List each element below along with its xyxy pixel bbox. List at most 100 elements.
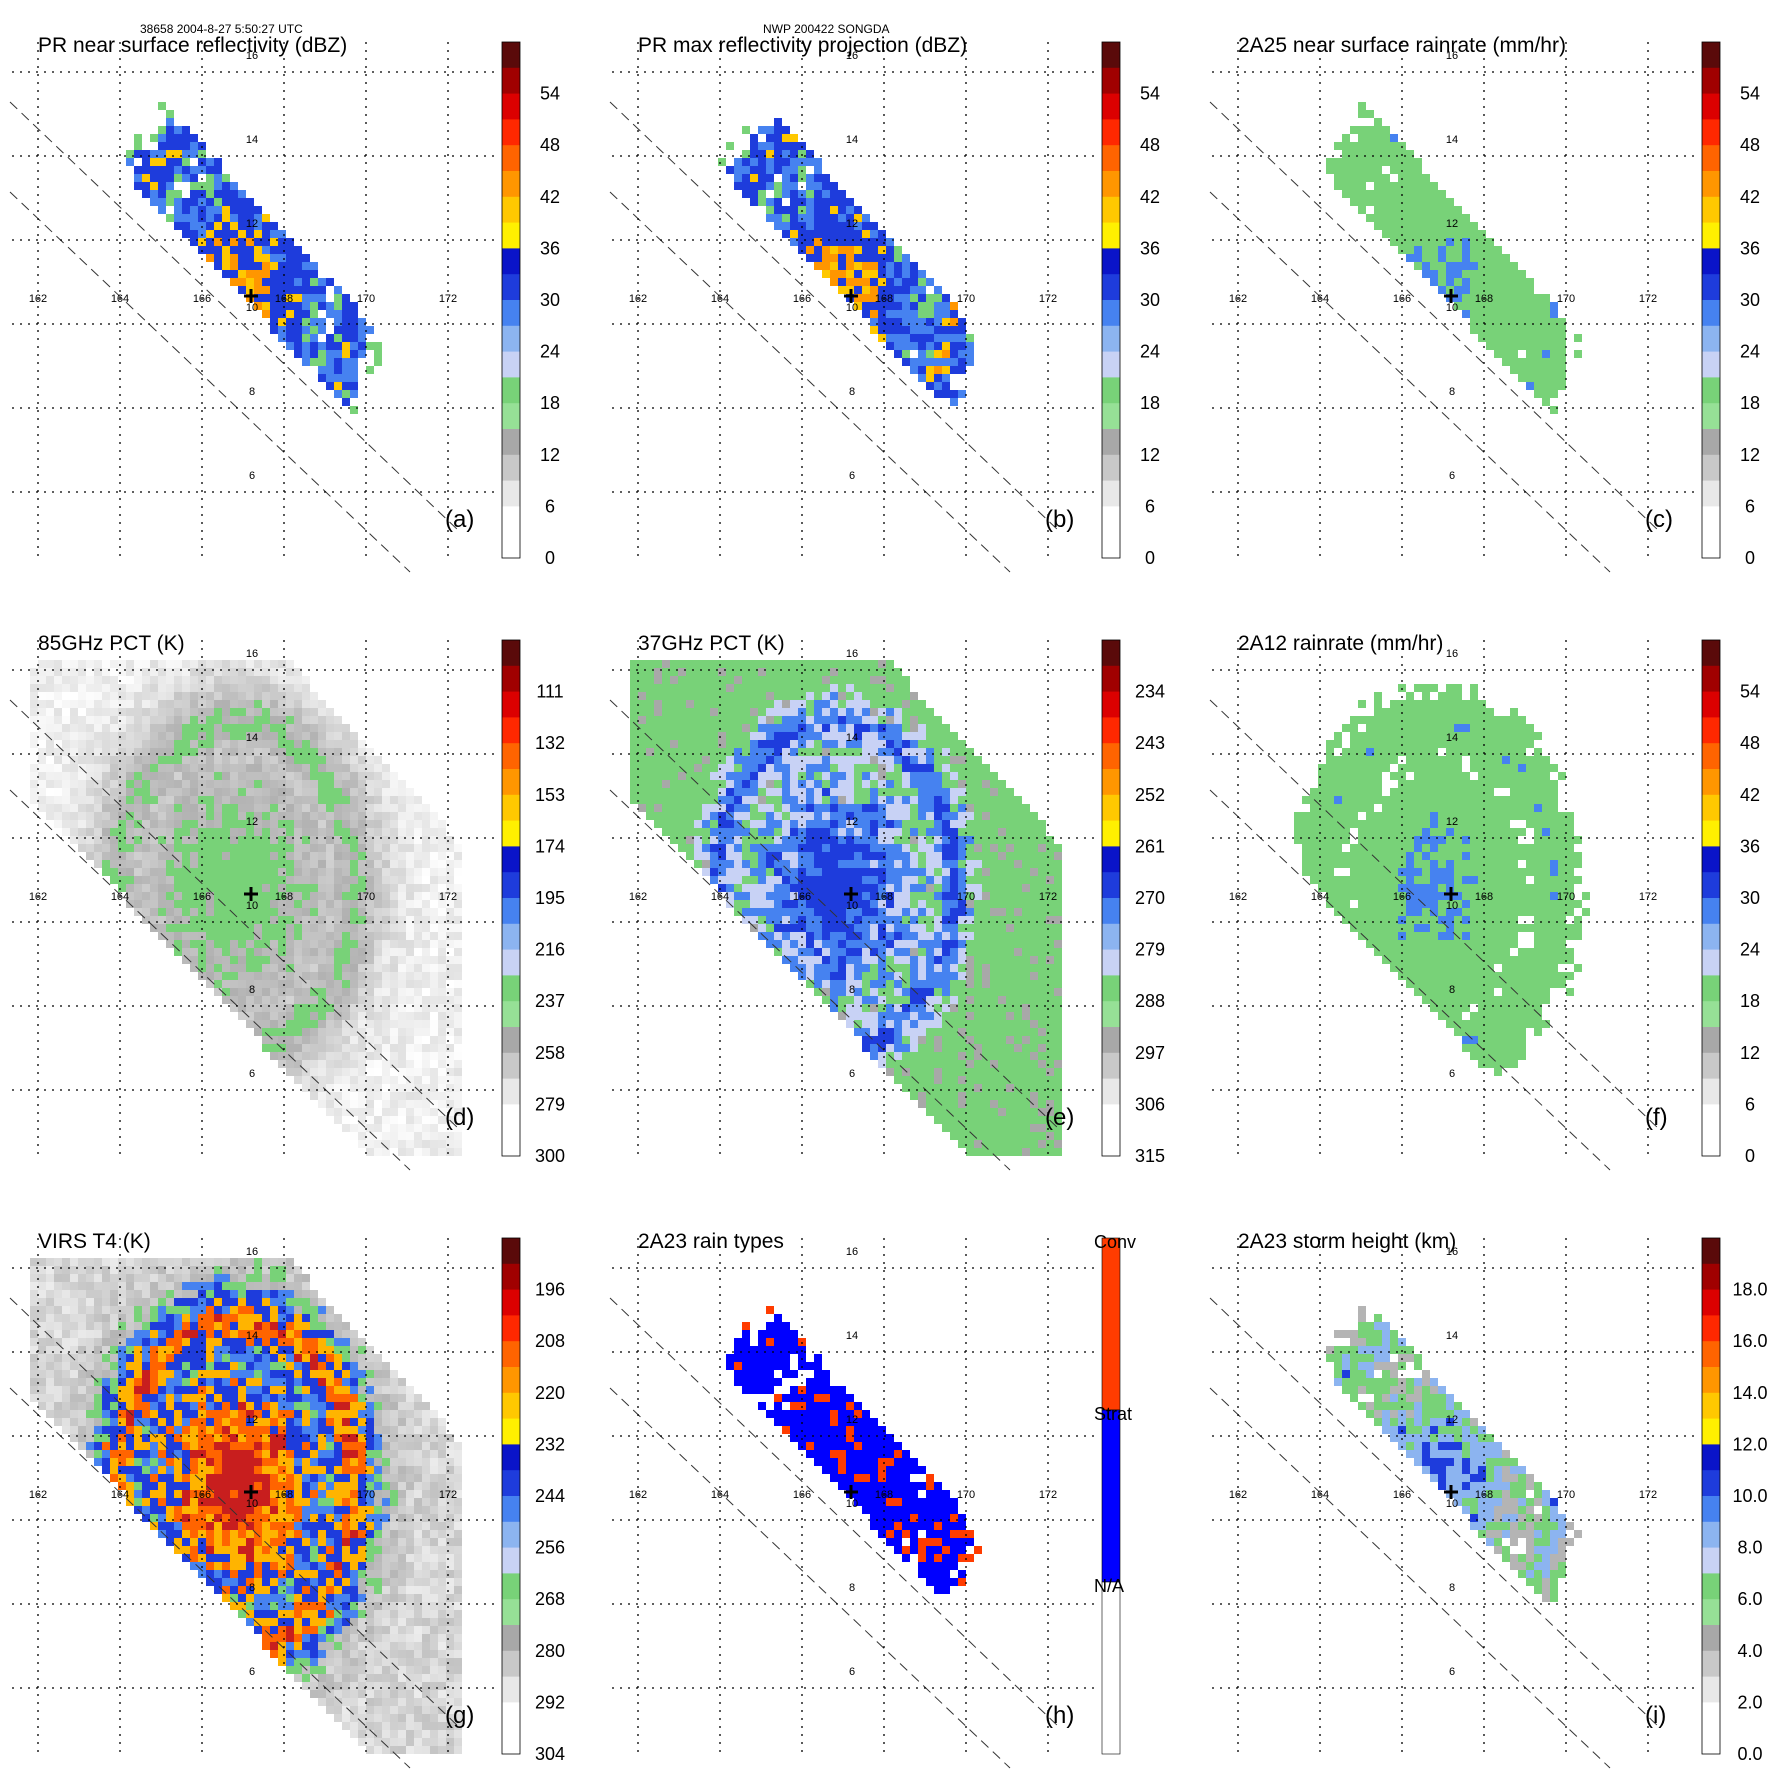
colorbar-segment (1702, 1444, 1720, 1471)
colorbar-segment (1702, 1027, 1720, 1054)
lat-label: 14 (846, 732, 858, 744)
colorbar-segment (1101, 1237, 1121, 1411)
storm-center-marker (1444, 1485, 1458, 1499)
colorbar-segment (502, 506, 520, 533)
colorbar-segment (1702, 119, 1720, 146)
lat-label: 14 (246, 732, 258, 744)
colorbar-segment (502, 1521, 520, 1549)
lat-label: 10 (846, 302, 858, 314)
storm-center-marker (844, 289, 858, 303)
panel-a: 16 14 12 10 8 6 162 164 166 168 170 172 PR near surf… (9, 34, 560, 573)
colorbar-d: 300 279 258 237 216 195 174 153 132 111 (501, 639, 565, 1166)
panel-letter: (a) (445, 506, 474, 533)
map-field-i (1326, 1306, 1582, 1602)
lat-label: 6 (849, 1068, 855, 1080)
colorbar-label: 174 (535, 836, 565, 856)
lat-label: 6 (1449, 1666, 1455, 1678)
colorbar-label: 18 (1740, 393, 1760, 413)
colorbar-segment (1702, 1367, 1720, 1394)
lon-label: 164 (711, 293, 729, 305)
colorbar-segment (1702, 1496, 1720, 1523)
swath-edge-lower (9, 191, 411, 573)
colorbar-label: 300 (535, 1146, 565, 1166)
colorbar-label: 256 (535, 1538, 565, 1558)
lat-label: 12 (246, 816, 258, 828)
colorbar-segment (1702, 1078, 1720, 1105)
lon-label: 166 (1393, 1489, 1411, 1501)
swath-edge-lower (1209, 1387, 1611, 1769)
map-field-e (630, 660, 1062, 1156)
panel-c: 16 14 12 10 8 6 162 164 166 168 170 172 2A25 near su… (1209, 34, 1760, 573)
colorbar-label: 279 (1135, 940, 1165, 960)
lon-label: 162 (629, 891, 647, 903)
lat-label: 12 (246, 1414, 258, 1426)
colorbar-segment (502, 222, 520, 249)
colorbar-label: 6 (1745, 1094, 1755, 1114)
colorbar-segment (1702, 1418, 1720, 1445)
colorbar-label: 30 (540, 290, 560, 310)
colorbar-segment (502, 949, 520, 976)
colorbar-segment (1702, 717, 1720, 744)
lat-label: 12 (1446, 816, 1458, 828)
colorbar-segment (1702, 1676, 1720, 1703)
lat-label: 10 (1446, 1498, 1458, 1510)
colorbar-frame (501, 41, 521, 559)
colorbar-label: 36 (1740, 836, 1760, 856)
colorbar-segment (1702, 1599, 1720, 1626)
colorbar-label: 48 (540, 135, 560, 155)
colorbar-segment (1102, 67, 1120, 95)
colorbar-frame (1101, 639, 1121, 1157)
swath-edge-lower (609, 789, 1011, 1171)
lat-label: 14 (246, 1330, 258, 1342)
lon-label: 172 (1639, 293, 1657, 305)
colorbar-segment (502, 1027, 520, 1054)
colorbar-label: 18 (1140, 393, 1160, 413)
lat-label: 12 (846, 218, 858, 230)
colorbar-segment (502, 691, 520, 718)
colorbar-segment (1102, 1078, 1120, 1105)
colorbar-label: 12 (1140, 445, 1160, 465)
colorbar-segment (1702, 325, 1720, 353)
lat-label: 8 (849, 386, 855, 398)
colorbar-label: 270 (1135, 888, 1165, 908)
colorbar-label: 24 (1140, 342, 1160, 362)
colorbar-label: 195 (535, 888, 565, 908)
colorbar-g: 304 292 280 268 256 244 232 220 208 196 (501, 1237, 565, 1764)
colorbar-label: 18 (540, 393, 560, 413)
lat-label: 6 (249, 1068, 255, 1080)
swath-edge-lower (9, 1387, 411, 1769)
lon-label: 170 (957, 891, 975, 903)
colorbar-label: Conv (1094, 1232, 1136, 1252)
colorbar-segment (502, 1078, 520, 1105)
lon-label: 172 (439, 1489, 457, 1501)
colorbar-segment (1702, 1650, 1720, 1678)
lon-label: 168 (875, 293, 893, 305)
lon-label: 166 (193, 1489, 211, 1501)
colorbar-segment (1102, 145, 1120, 172)
colorbar-segment (1702, 145, 1720, 172)
colorbar-segment (1102, 691, 1120, 718)
colorbar-segment (1102, 872, 1120, 899)
colorbar-i: 0.0 2.0 4.0 6.0 8.0 10.0 12.0 14.0 16.0 18.0 (1701, 1237, 1768, 1764)
colorbar-segment (502, 898, 520, 925)
swath-edge-lower (609, 1387, 1011, 1769)
lat-label: 6 (849, 1666, 855, 1678)
lon-label: 168 (275, 293, 293, 305)
colorbar-segment (502, 743, 520, 770)
colorbar-label: 6 (1745, 496, 1755, 516)
colorbar-label: 54 (1140, 84, 1160, 104)
colorbar-segment (502, 1392, 520, 1420)
colorbar-segment (1102, 532, 1120, 559)
colorbar-label: 232 (535, 1434, 565, 1454)
colorbar-segment (502, 846, 520, 873)
lat-label: 6 (1449, 1068, 1455, 1080)
colorbar-segment (502, 1367, 520, 1394)
lon-label: 166 (1393, 293, 1411, 305)
colorbar-segment (502, 1599, 520, 1626)
lat-label: 8 (1449, 1582, 1455, 1594)
colorbar-segment (502, 532, 520, 559)
colorbar-segment (502, 1263, 520, 1291)
colorbar-frame (1701, 1237, 1721, 1755)
colorbar-a: 0 6 12 18 24 30 36 42 48 54 (501, 41, 560, 568)
lat-label: 16 (846, 50, 858, 62)
